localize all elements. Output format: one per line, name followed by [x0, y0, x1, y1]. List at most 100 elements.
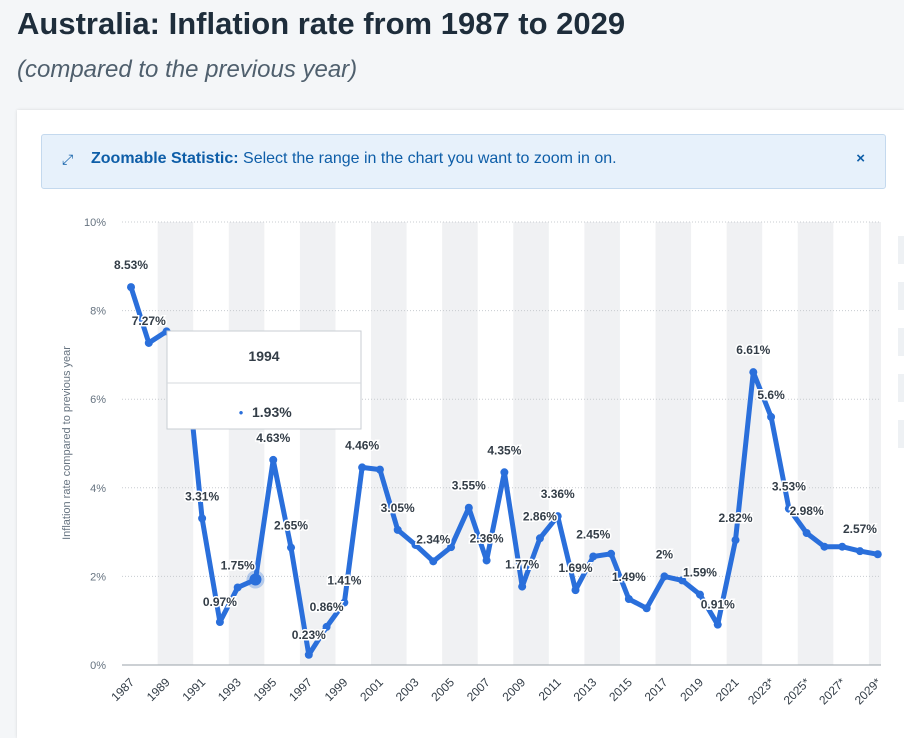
- x-tick-label: 2027*: [816, 675, 848, 707]
- data-point[interactable]: [482, 556, 491, 565]
- data-point[interactable]: [215, 618, 224, 627]
- chart-subtitle: (compared to the previous year): [17, 56, 358, 83]
- x-tick-label: 2017: [642, 675, 671, 704]
- year-band: [442, 222, 478, 665]
- x-tick-label: 1995: [251, 675, 280, 704]
- data-point[interactable]: [695, 590, 704, 599]
- data-label: 2.34%: [416, 532, 450, 546]
- x-tick-label: 2009: [499, 675, 528, 704]
- data-label: 3.05%: [381, 501, 415, 515]
- data-point[interactable]: [358, 463, 367, 472]
- data-label: 1.49%: [612, 570, 646, 584]
- data-point[interactable]: [535, 534, 544, 543]
- data-point[interactable]: [784, 504, 793, 513]
- zoom-banner: ⤢ Zoomable Statistic: Select the range i…: [41, 134, 886, 189]
- data-point[interactable]: [713, 620, 722, 629]
- tooltip-year: 1994: [248, 348, 279, 364]
- x-tick-label: 1993: [215, 675, 244, 704]
- data-point[interactable]: [464, 503, 473, 512]
- y-tick-label: 8%: [90, 306, 106, 318]
- chart-title: Australia: Inflation rate from 1987 to 2…: [17, 6, 626, 41]
- x-tick-label: 2019: [677, 675, 706, 704]
- data-point[interactable]: [322, 622, 331, 631]
- data-point-highlight[interactable]: [249, 573, 262, 586]
- data-point[interactable]: [127, 283, 135, 292]
- data-label: 4.35%: [487, 443, 521, 457]
- data-point[interactable]: [375, 465, 384, 474]
- close-icon[interactable]: ×: [856, 150, 865, 167]
- x-tick-label: 1991: [179, 675, 208, 704]
- data-point[interactable]: [411, 540, 420, 549]
- data-label: 1.69%: [558, 561, 592, 575]
- data-point[interactable]: [731, 536, 740, 545]
- y-tick-label: 6%: [90, 394, 106, 406]
- data-point[interactable]: [429, 557, 438, 566]
- data-point[interactable]: [820, 542, 829, 551]
- data-point[interactable]: [838, 542, 847, 551]
- side-tab[interactable]: [898, 236, 904, 264]
- data-point[interactable]: [500, 468, 509, 477]
- data-point[interactable]: [678, 576, 687, 585]
- data-label: 3.31%: [185, 489, 219, 503]
- data-point[interactable]: [198, 514, 207, 523]
- data-label: 1.77%: [505, 558, 539, 572]
- side-tab[interactable]: [898, 420, 904, 448]
- x-tick-label: 2011: [536, 675, 564, 703]
- data-label: 1.41%: [327, 574, 361, 588]
- data-point[interactable]: [749, 368, 758, 377]
- year-band: [584, 222, 620, 665]
- data-point[interactable]: [802, 528, 811, 537]
- data-point[interactable]: [767, 412, 776, 421]
- side-tab[interactable]: [898, 328, 904, 356]
- data-point[interactable]: [393, 525, 402, 534]
- y-tick-labels: 0% 2% 4% 6% 8% 10%: [84, 217, 106, 672]
- side-tab[interactable]: [898, 374, 904, 402]
- year-band: [797, 222, 834, 665]
- data-point[interactable]: [340, 598, 349, 607]
- data-point[interactable]: [304, 650, 313, 659]
- tooltip-box: [166, 330, 362, 430]
- data-label: 2.45%: [576, 527, 610, 541]
- x-tick-label: 2013: [571, 675, 600, 704]
- x-tick-label: 1989: [144, 675, 173, 704]
- y-tick-label: 2%: [90, 571, 106, 583]
- data-point[interactable]: [233, 583, 242, 592]
- data-point[interactable]: [855, 547, 864, 556]
- zoom-banner-message: Select the range in the chart you want t…: [243, 150, 617, 167]
- year-band: [513, 222, 549, 665]
- data-point[interactable]: [642, 604, 651, 613]
- data-point[interactable]: [589, 552, 598, 561]
- data-point[interactable]: [518, 582, 527, 591]
- data-label: 2.57%: [843, 522, 877, 536]
- y-tick-label: 0%: [90, 660, 106, 672]
- x-tick-label: 2003: [393, 675, 422, 704]
- data-label: 0.97%: [203, 595, 237, 609]
- data-point[interactable]: [660, 572, 669, 581]
- data-point[interactable]: [873, 550, 882, 559]
- data-label: 2.82%: [719, 511, 753, 525]
- data-point[interactable]: [144, 338, 153, 347]
- data-point[interactable]: [269, 455, 278, 464]
- year-band: [371, 222, 407, 665]
- data-label: 2%: [656, 547, 674, 561]
- side-tab[interactable]: [898, 282, 904, 310]
- data-point[interactable]: [624, 594, 633, 603]
- x-tick-label: 2023*: [745, 675, 777, 707]
- data-label: 3.55%: [452, 479, 486, 493]
- data-point[interactable]: [447, 543, 456, 552]
- data-point[interactable]: [287, 543, 296, 552]
- data-label: 3.53%: [772, 480, 806, 494]
- data-label: 2.98%: [790, 504, 824, 518]
- data-point[interactable]: [571, 586, 580, 595]
- x-tick-label: 2029*: [852, 675, 884, 707]
- year-band: [157, 222, 194, 665]
- x-tick-label: 2001: [357, 675, 386, 704]
- data-point[interactable]: [607, 549, 616, 558]
- zoom-banner-text: Zoomable Statistic: Select the range in …: [91, 150, 617, 168]
- zoom-banner-bold: Zoomable Statistic:: [91, 150, 239, 167]
- data-point[interactable]: [553, 512, 562, 521]
- data-label: 7.27%: [132, 314, 166, 328]
- data-labels: 8.53% 7.27% 3.31% 0.97% 1.75% 4.63% 2.65% 0.23%…: [112, 257, 878, 644]
- x-tick-label: 2021: [713, 675, 742, 704]
